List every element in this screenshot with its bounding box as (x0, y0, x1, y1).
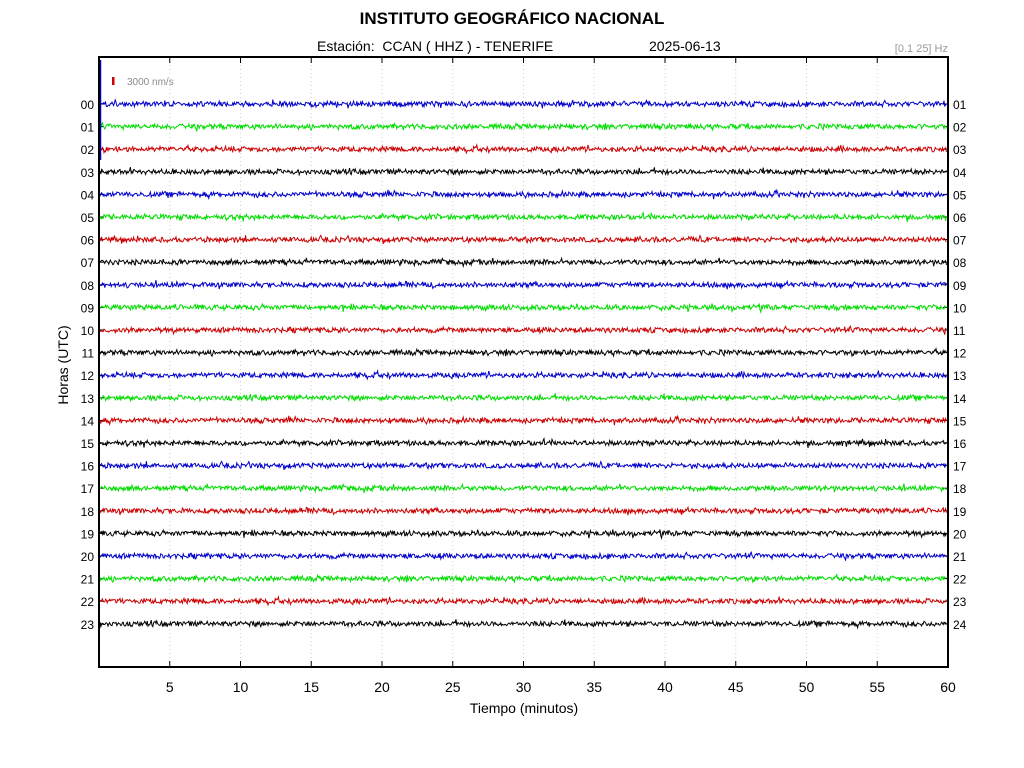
hour-label-right: 06 (953, 211, 967, 225)
filter-band-label: [0.1 25] Hz (894, 43, 948, 55)
x-tick-label: 50 (799, 679, 815, 695)
seismic-trace (99, 528, 947, 540)
x-tick-label: 55 (869, 679, 885, 695)
hour-label-right: 23 (953, 595, 967, 609)
hour-label-left: 07 (81, 256, 95, 270)
seismic-trace (99, 460, 947, 471)
scale-bar (112, 77, 115, 85)
hour-label-right: 22 (953, 573, 967, 587)
seismic-trace (99, 167, 947, 177)
seismic-trace (99, 572, 947, 584)
hour-label-left: 17 (81, 482, 95, 496)
hour-label-left: 12 (81, 369, 95, 383)
hour-label-left: 18 (81, 505, 95, 519)
hour-label-right: 02 (953, 121, 967, 135)
hour-label-right: 10 (953, 301, 967, 315)
hour-label-left: 04 (81, 188, 95, 202)
seismic-trace (99, 595, 947, 607)
hour-label-right: 07 (953, 234, 967, 248)
seismic-trace (99, 211, 947, 222)
x-tick-label: 25 (445, 679, 461, 695)
hour-label-right: 01 (953, 98, 967, 112)
hour-label-right: 14 (953, 392, 967, 406)
hour-label-left: 23 (81, 618, 95, 632)
chart-title: INSTITUTO GEOGRÁFICO NACIONAL (359, 9, 665, 28)
x-tick-label: 10 (233, 679, 249, 695)
seismic-trace (99, 256, 947, 269)
x-tick-label: 20 (374, 679, 390, 695)
hour-label-left: 06 (81, 234, 95, 248)
hour-label-left: 02 (81, 143, 95, 157)
hour-label-left: 22 (81, 595, 95, 609)
hour-label-left: 16 (81, 460, 95, 474)
hour-label-left: 00 (81, 98, 95, 112)
hour-label-left: 21 (81, 573, 95, 587)
hour-label-right: 08 (953, 256, 967, 270)
hour-label-left: 09 (81, 301, 95, 315)
seismic-trace (99, 505, 947, 516)
hour-label-right: 11 (953, 324, 966, 338)
x-tick-label: 15 (303, 679, 319, 695)
seismic-trace (99, 279, 947, 290)
hour-label-left: 03 (81, 166, 95, 180)
hour-label-right: 09 (953, 279, 967, 293)
seismic-trace (99, 324, 947, 336)
hour-label-right: 24 (953, 618, 967, 632)
x-tick-label: 45 (728, 679, 744, 695)
seismic-trace (99, 369, 947, 381)
grid-lines (99, 57, 949, 667)
hour-label-right: 03 (953, 143, 967, 157)
hour-label-left: 19 (81, 527, 95, 541)
seismic-trace (99, 437, 947, 448)
seismic-trace (99, 482, 947, 495)
x-tick-label: 35 (586, 679, 602, 695)
seismic-trace (99, 143, 947, 155)
seismic-traces (99, 60, 947, 630)
hour-label-right: 12 (953, 347, 967, 361)
hour-label-left: 15 (81, 437, 95, 451)
axis-tick-labels: 5 10 15 20 25 30 35 40 45 50 55 60 00 01 01 02 02 03 03 04 0… (81, 98, 967, 695)
station-subtitle: Estación: CCAN ( HHZ ) - TENERIFE (317, 38, 554, 54)
hour-label-right: 13 (953, 369, 967, 383)
x-axis-label: Tiempo (minutos) (469, 700, 579, 716)
scale-label: 3000 nm/s (127, 77, 174, 88)
hour-label-left: 13 (81, 392, 95, 406)
hour-label-right: 15 (953, 414, 967, 428)
hour-label-right: 16 (953, 437, 967, 451)
seismic-trace (99, 302, 947, 314)
seismic-trace (99, 619, 947, 630)
hour-label-left: 20 (81, 550, 95, 564)
hour-label-left: 14 (81, 414, 95, 428)
seismic-trace (99, 98, 947, 109)
seismic-trace (99, 393, 947, 403)
hour-label-right: 04 (953, 166, 967, 180)
hour-label-right: 18 (953, 482, 967, 496)
x-tick-label: 30 (516, 679, 532, 695)
date-label: 2025-06-13 (649, 38, 721, 54)
seismic-trace (99, 414, 947, 427)
seismic-trace (99, 550, 947, 561)
hour-label-left: 08 (81, 279, 95, 293)
seismic-trace (99, 121, 947, 132)
seismic-trace (99, 188, 947, 201)
hour-label-right: 21 (953, 550, 967, 564)
seismic-trace (99, 346, 947, 358)
x-tick-label: 5 (166, 679, 174, 695)
hour-label-right: 19 (953, 505, 967, 519)
hour-label-left: 11 (82, 347, 95, 361)
hour-label-left: 10 (81, 324, 95, 338)
plot-frame (98, 56, 949, 668)
hour-label-left: 01 (81, 121, 95, 135)
hour-label-right: 20 (953, 527, 967, 541)
x-tick-label: 40 (657, 679, 673, 695)
hour-label-left: 05 (81, 211, 95, 225)
hour-label-right: 05 (953, 188, 967, 202)
hour-label-right: 17 (953, 460, 967, 474)
seismic-trace (99, 234, 947, 245)
x-tick-label: 60 (940, 679, 956, 695)
